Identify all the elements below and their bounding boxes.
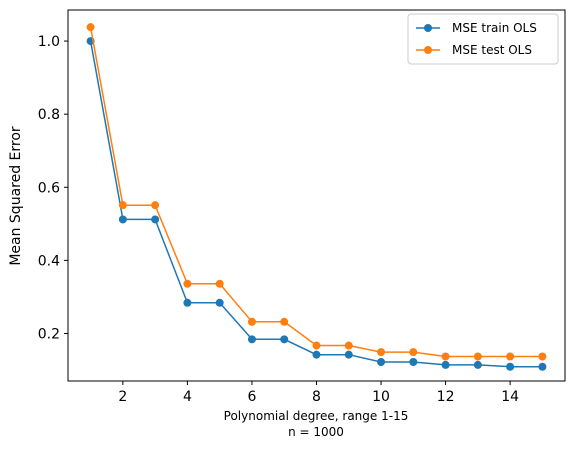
ticks-layer: 2 4 6 8 10 12 14 0.2 0.4 0.6 0.8 1.0 (38, 34, 519, 405)
data-point-1 (344, 341, 353, 350)
y-tick-label: 0.4 (38, 253, 60, 269)
data-point-1 (441, 352, 450, 361)
legend-marker-test (424, 46, 432, 54)
data-point-0 (377, 357, 386, 366)
y-tick-label: 1.0 (38, 34, 60, 50)
x-tick-label: 2 (118, 389, 127, 405)
legend-box (407, 13, 559, 65)
data-point-0 (280, 335, 289, 344)
data-point-1 (151, 201, 160, 210)
data-point-1 (312, 341, 321, 350)
series-line-1 (89, 27, 543, 358)
data-point-0 (538, 362, 547, 371)
x-tick-label: 10 (372, 389, 390, 405)
legend-label-train: MSE train OLS (452, 21, 537, 35)
data-point-0 (506, 362, 515, 371)
x-axis-label-line2: n = 1000 (288, 425, 344, 439)
plot-frame (67, 9, 566, 382)
data-point-1 (377, 348, 386, 357)
x-tick-label: 12 (437, 389, 455, 405)
series-layer (86, 23, 547, 371)
data-point-0 (183, 298, 192, 307)
data-point-1 (473, 352, 482, 361)
y-tick-label: 0.8 (38, 107, 60, 123)
data-point-1 (183, 279, 192, 288)
data-point-1 (506, 352, 515, 361)
data-point-0 (441, 360, 450, 369)
y-tick-label: 0.2 (38, 326, 60, 342)
x-tick-label: 6 (247, 389, 256, 405)
y-tick-label: 0.6 (38, 180, 60, 196)
data-point-0 (312, 350, 321, 359)
x-tick-label: 4 (183, 389, 192, 405)
data-point-1 (86, 23, 95, 32)
data-point-0 (409, 357, 418, 366)
legend-marker-train (424, 24, 432, 32)
x-tick-label: 8 (312, 389, 321, 405)
y-axis-label: Mean Squared Error (8, 126, 24, 266)
data-point-1 (409, 348, 418, 357)
x-tick-label: 14 (501, 389, 519, 405)
data-point-0 (215, 298, 224, 307)
data-point-0 (247, 335, 256, 344)
data-point-1 (538, 352, 547, 361)
data-point-0 (151, 215, 160, 224)
data-point-1 (247, 317, 256, 326)
data-point-1 (280, 317, 289, 326)
x-axis-label: Polynomial degree, range 1-15 (224, 409, 409, 423)
data-point-0 (118, 215, 127, 224)
legend: MSE train OLS MSE test OLS (407, 13, 559, 65)
data-point-1 (215, 279, 224, 288)
legend-label-test: MSE test OLS (452, 43, 532, 57)
data-point-0 (473, 360, 482, 369)
data-point-1 (118, 201, 127, 210)
data-point-0 (344, 350, 353, 359)
